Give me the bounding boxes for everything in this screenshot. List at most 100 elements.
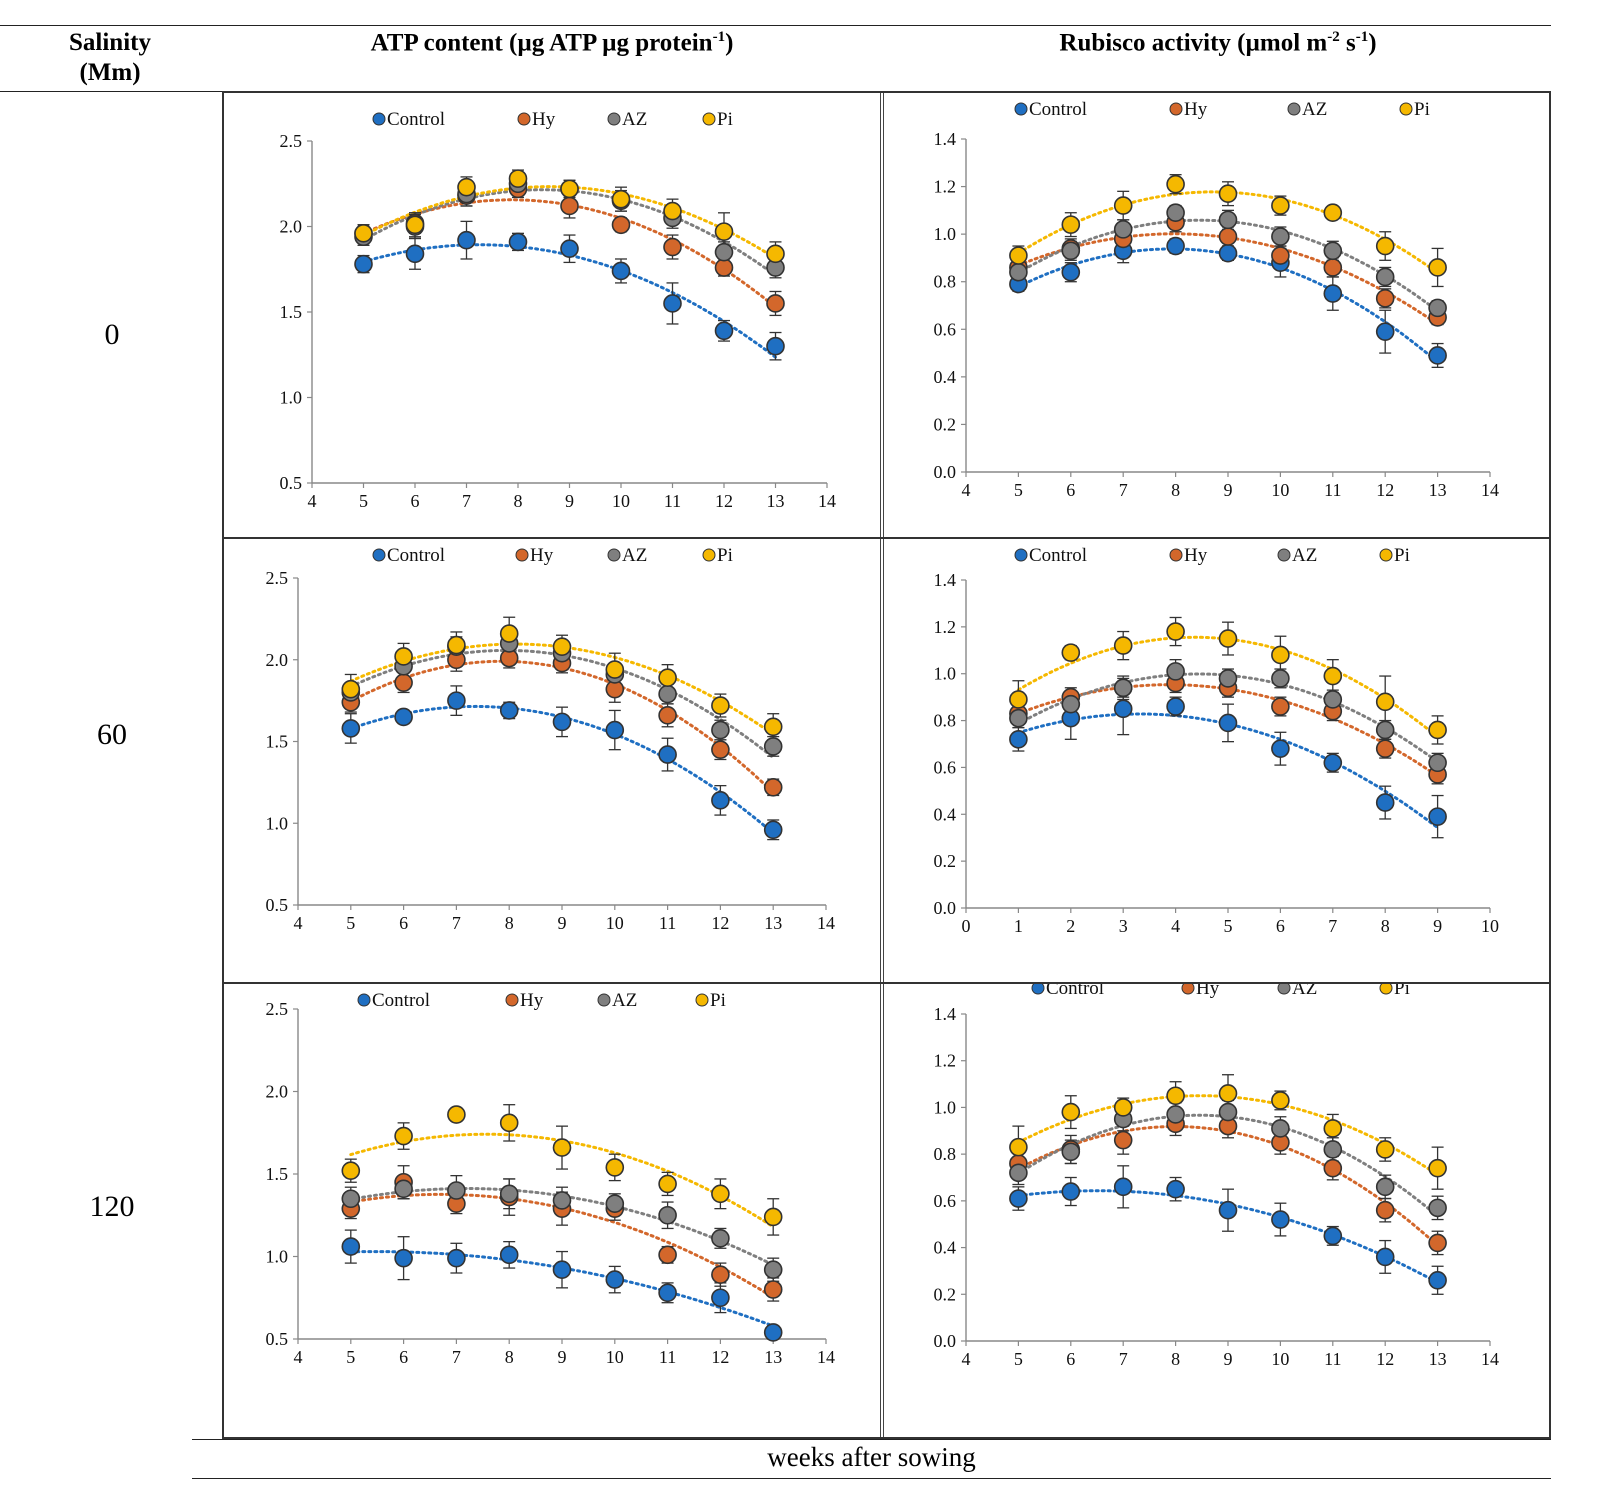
data-point-hy	[1375, 739, 1395, 758]
data-point-control	[711, 791, 730, 810]
x-tick-label: 11	[1324, 480, 1341, 500]
x-tick-label: 12	[1376, 1349, 1394, 1369]
data-point-control	[457, 230, 476, 250]
legend-marker-az	[1277, 984, 1291, 995]
data-point-control	[341, 1237, 361, 1256]
data-point-pi	[457, 177, 476, 197]
y-tick-label: 0.2	[934, 1284, 957, 1304]
legend-label-control: Control	[387, 545, 445, 566]
legend-label-az: AZ	[1292, 984, 1317, 999]
legend-marker-control	[1014, 102, 1028, 116]
trendline-control	[1016, 247, 1440, 364]
atp-title-close: )	[725, 29, 734, 57]
legend-label-hy: Hy	[520, 990, 544, 1011]
data-point-pi	[1061, 1102, 1081, 1122]
x-tick-label: 4	[962, 1349, 971, 1369]
x-tick-label: 13	[764, 1347, 782, 1367]
data-point-pi	[341, 1161, 361, 1180]
data-point-control	[1009, 1189, 1028, 1208]
x-tick-label: 10	[1271, 480, 1289, 500]
data-point-az	[1428, 753, 1447, 773]
data-point-az	[658, 1205, 677, 1225]
data-point-control	[1113, 1177, 1133, 1197]
x-tick-label: 6	[399, 1347, 408, 1367]
rubisco-title-mid: s	[1339, 29, 1356, 57]
data-point-pi	[1271, 1091, 1290, 1110]
legend-marker-az	[1287, 102, 1301, 116]
x-tick-label: 3	[1119, 916, 1128, 936]
x-tick-label: 9	[1433, 916, 1442, 936]
x-tick-label: 8	[505, 1347, 514, 1367]
legend-label-pi: Pi	[1414, 99, 1430, 120]
y-tick-label: 0.8	[934, 272, 957, 292]
y-tick-label: 1.0	[266, 1247, 289, 1267]
data-point-control	[1323, 753, 1343, 773]
data-point-pi	[658, 1174, 677, 1194]
data-point-control	[1428, 346, 1447, 365]
data-point-control	[1375, 793, 1395, 812]
legend-label-az: AZ	[622, 545, 647, 566]
legend-label-hy: Hy	[1184, 99, 1208, 120]
y-tick-label: 1.2	[934, 177, 957, 197]
data-point-pi	[354, 224, 373, 243]
data-point-pi	[763, 717, 783, 737]
rubisco-title-text: Rubisco activity (µmol m	[1059, 29, 1328, 57]
chart-panel-rubisco-0: 0.0 0.2 0.4 0.6 0.8 1.0 1.2 1.4 4 5 6 7 8 9 10 11 12 13 14…	[886, 93, 1549, 537]
x-tick-label: 8	[1171, 480, 1180, 500]
header-top-rule	[0, 25, 1551, 26]
x-tick-label: 12	[715, 491, 733, 511]
legend-marker-az	[607, 112, 621, 126]
row-label-60: 60	[97, 718, 127, 751]
data-point-pi	[394, 647, 413, 666]
x-tick-label: 4	[1171, 916, 1180, 936]
trendline-hy	[1016, 232, 1440, 326]
data-point-control	[560, 239, 579, 259]
legend-marker-control	[1014, 548, 1028, 562]
x-tick-label: 13	[1429, 1349, 1447, 1369]
data-point-control	[1166, 236, 1185, 256]
legend-marker-hy	[515, 548, 529, 562]
data-point-pi	[1009, 690, 1028, 709]
data-point-control	[447, 691, 466, 710]
grid-vertical-divider	[880, 93, 884, 1437]
data-point-control	[1218, 1200, 1238, 1220]
y-tick-label: 2.0	[266, 650, 289, 670]
data-point-control	[1375, 1247, 1395, 1267]
data-point-az	[1061, 241, 1081, 261]
x-tick-label: 8	[1381, 916, 1390, 936]
x-tick-label: 5	[1014, 1349, 1023, 1369]
data-point-control	[1428, 1270, 1447, 1290]
trendline-pi	[362, 185, 777, 260]
x-tick-label: 10	[606, 913, 624, 933]
data-point-pi	[447, 1105, 466, 1124]
data-point-control	[1009, 730, 1028, 749]
x-tick-label: 9	[565, 491, 574, 511]
data-point-pi	[394, 1126, 413, 1146]
legend-label-hy: Hy	[1196, 984, 1220, 999]
data-point-hy	[714, 258, 734, 277]
x-tick-label: 2	[1066, 916, 1075, 936]
x-tick-label: 4	[294, 1347, 303, 1367]
data-point-az	[1061, 1142, 1081, 1162]
data-point-az	[714, 242, 734, 262]
x-tick-label: 5	[359, 491, 368, 511]
y-tick-label: 2.5	[266, 568, 289, 588]
data-point-control	[405, 244, 425, 264]
data-point-az	[1428, 298, 1447, 318]
data-point-hy	[1375, 1200, 1395, 1220]
trendline-pi	[349, 1132, 775, 1229]
data-point-pi	[1271, 196, 1290, 215]
data-point-pi	[1113, 1098, 1133, 1117]
x-tick-label: 7	[1328, 916, 1337, 936]
x-tick-label: 9	[1224, 1349, 1233, 1369]
legend-label-az: AZ	[622, 109, 647, 130]
legend-marker-control	[372, 112, 386, 126]
data-point-pi	[605, 1158, 625, 1177]
data-point-pi	[1323, 1119, 1343, 1138]
chart-grid: 0.5 1.0 1.5 2.0 2.5 4 5 6 7 8 9 10 11 12 13 14 Control Hy…	[222, 91, 1551, 1439]
y-tick-label: 1.0	[934, 224, 957, 244]
data-point-control	[354, 254, 373, 274]
data-point-pi	[508, 169, 528, 188]
data-point-az	[1323, 690, 1343, 709]
x-tick-label: 7	[452, 913, 461, 933]
